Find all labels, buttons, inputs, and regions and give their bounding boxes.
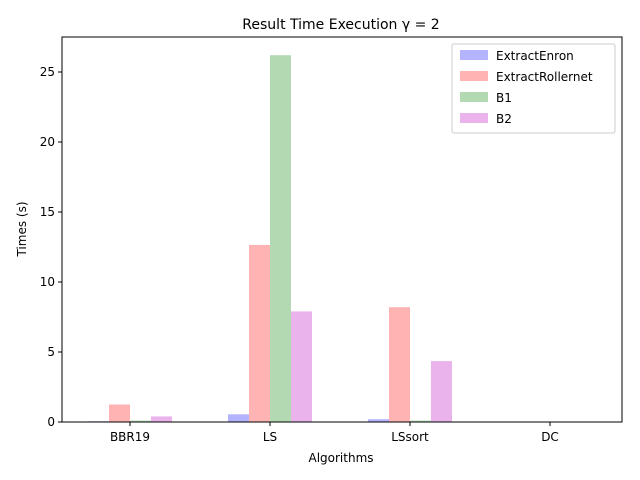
y-tick-label: 15 (40, 205, 55, 219)
bar-extractenron-ls (228, 414, 249, 422)
bar-b2-lssort (431, 361, 452, 422)
chart-title: Result Time Execution γ = 2 (242, 17, 439, 33)
legend-swatch-extractrollernet (460, 71, 488, 81)
bar-extractrollernet-bbr19 (109, 404, 130, 422)
legend-label-b2: B2 (496, 112, 512, 126)
bar-extractenron-lssort (368, 419, 389, 422)
y-tick-label: 10 (40, 275, 55, 289)
legend: ExtractEnron ExtractRollernet B1 B2 (451, 43, 616, 134)
bar-extractrollernet-ls (249, 244, 270, 422)
legend-swatch-b1 (460, 92, 488, 102)
y-tick-label: 20 (40, 135, 55, 149)
legend-label-extractrollernet: ExtractRollernet (496, 70, 593, 84)
x-tick-label-bbr19: BBR19 (110, 430, 150, 444)
bar-b1-lssort (410, 420, 431, 422)
y-tick-label: 0 (47, 415, 55, 429)
legend-label-extractenron: ExtractEnron (496, 49, 574, 63)
x-tick-label-ls: LS (263, 430, 277, 444)
bar-b2-ls (291, 311, 312, 422)
legend-frame (451, 43, 616, 134)
bar-b1-ls (270, 55, 291, 422)
x-axis: BBR19 LS LSsort DC (110, 422, 559, 444)
x-tick-label-dc: DC (541, 430, 559, 444)
bar-extractrollernet-lssort (389, 307, 410, 422)
y-tick-label: 5 (47, 345, 55, 359)
x-tick-label-lssort: LSsort (391, 430, 429, 444)
plot-frame (61, 36, 623, 423)
x-axis-label: Algorithms (308, 451, 373, 465)
legend-swatch-extractenron (460, 50, 488, 60)
legend-swatch-b2 (460, 113, 488, 123)
y-axis-label: Times (s) (15, 201, 29, 257)
legend-label-b1: B1 (496, 91, 512, 105)
y-axis: 0 5 10 15 20 25 (40, 65, 62, 429)
bar-b1-bbr19 (130, 420, 151, 422)
y-tick-label: 25 (40, 65, 55, 79)
bar-b2-bbr19 (151, 416, 172, 422)
